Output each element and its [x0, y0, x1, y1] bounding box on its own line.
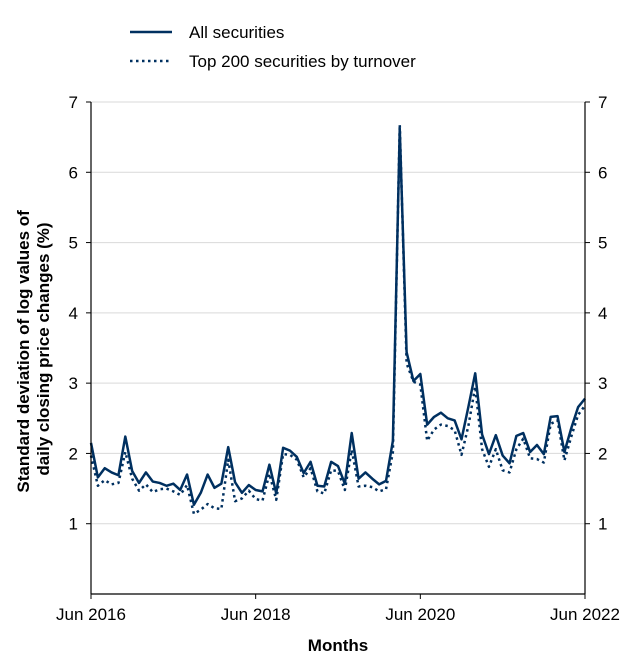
series-line-all-securities [89, 127, 586, 506]
y-tick-label-left-5: 5 [69, 234, 78, 253]
legend-label-all-securities: All securities [189, 23, 284, 42]
y-tick-label-left-7: 7 [69, 93, 78, 112]
x-tick-label-2: Jun 2020 [385, 605, 455, 624]
y-tick-label-left-2: 2 [69, 444, 78, 463]
y-tick-label-right-7: 7 [598, 93, 607, 112]
x-tick-label-0: Jun 2016 [56, 605, 126, 624]
y-tick-label-left-3: 3 [69, 374, 78, 393]
y-axis-right: 1 2 3 4 5 6 7 [585, 93, 607, 534]
series-lines [89, 123, 586, 516]
x-axis-title: Months [308, 636, 368, 655]
y-axis-left: 1 2 3 4 5 6 7 [69, 93, 91, 534]
x-tick-label-1: Jun 2018 [221, 605, 291, 624]
y-axis-title-line-2: daily closing price changes (%) [34, 222, 53, 475]
y-axis-title-line-1: Standard deviation of log values of [14, 210, 33, 493]
y-tick-label-right-3: 3 [598, 374, 607, 393]
y-tick-label-left-6: 6 [69, 163, 78, 182]
y-axis-title: Standard deviation of log values of dail… [14, 205, 53, 492]
y-tick-label-right-2: 2 [598, 444, 607, 463]
x-tick-label-3: Jun 2022 [550, 605, 620, 624]
legend-label-top-200: Top 200 securities by turnover [189, 52, 416, 71]
y-tick-label-right-1: 1 [598, 515, 607, 534]
y-tick-label-left-1: 1 [69, 515, 78, 534]
y-tick-label-right-6: 6 [598, 163, 607, 182]
legend: All securities Top 200 securities by tur… [130, 23, 416, 71]
y-tick-label-right-5: 5 [598, 234, 607, 253]
axes [90, 102, 586, 595]
series-line-top-200-securities [89, 123, 586, 516]
x-axis: Jun 2016 Jun 2018 Jun 2020 Jun 2022 [56, 594, 620, 624]
y-tick-label-right-4: 4 [598, 304, 607, 323]
y-tick-label-left-4: 4 [69, 304, 78, 323]
